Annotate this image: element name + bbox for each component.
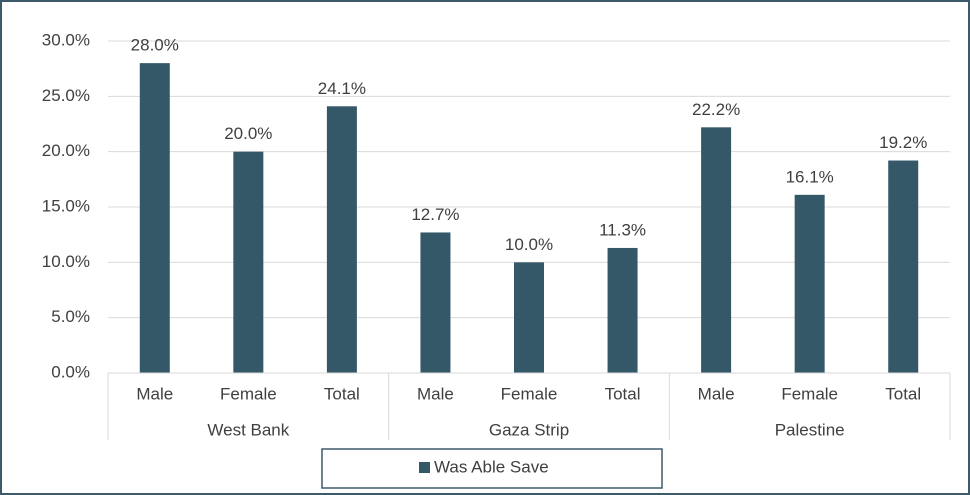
y-tick-label: 10.0% [42, 252, 90, 271]
y-tick-label: 30.0% [42, 30, 90, 49]
x-tick-label: Female [220, 384, 277, 403]
data-label: 10.0% [505, 235, 553, 254]
group-label: West Bank [207, 420, 289, 439]
data-label: 24.1% [318, 79, 366, 98]
bar [233, 151, 264, 373]
bar [420, 232, 451, 373]
data-label: 19.2% [879, 133, 927, 152]
y-tick-label: 25.0% [42, 86, 90, 105]
data-label: 11.3% [599, 220, 646, 239]
x-tick-label: Male [698, 384, 735, 403]
bar [514, 262, 544, 373]
group-label: Palestine [775, 420, 845, 439]
x-tick-label: Female [501, 384, 558, 403]
data-label: 12.7% [411, 205, 459, 224]
bar [607, 247, 638, 373]
legend-box [321, 448, 663, 489]
x-tick-label: Male [417, 384, 454, 403]
y-tick-label: 5.0% [51, 307, 90, 326]
x-tick-label: Total [605, 384, 641, 403]
bar [701, 127, 732, 373]
x-tick-label: Female [781, 384, 838, 403]
data-label: 20.0% [224, 124, 272, 143]
bar [326, 106, 357, 373]
data-label: 28.0% [131, 36, 179, 55]
legend-swatch [419, 462, 430, 473]
legend-label: Was Able Save [434, 457, 549, 476]
bar [139, 63, 170, 374]
y-tick-label: 0.0% [51, 362, 90, 381]
x-tick-label: Male [136, 384, 173, 403]
bar [794, 194, 825, 373]
x-tick-label: Total [885, 384, 921, 403]
y-tick-label: 15.0% [42, 196, 90, 215]
data-label: 16.1% [786, 167, 834, 186]
data-label: 22.2% [692, 100, 740, 119]
group-label: Gaza Strip [489, 420, 569, 439]
y-tick-label: 20.0% [42, 141, 90, 160]
x-tick-label: Total [324, 384, 360, 403]
bar [888, 160, 919, 373]
